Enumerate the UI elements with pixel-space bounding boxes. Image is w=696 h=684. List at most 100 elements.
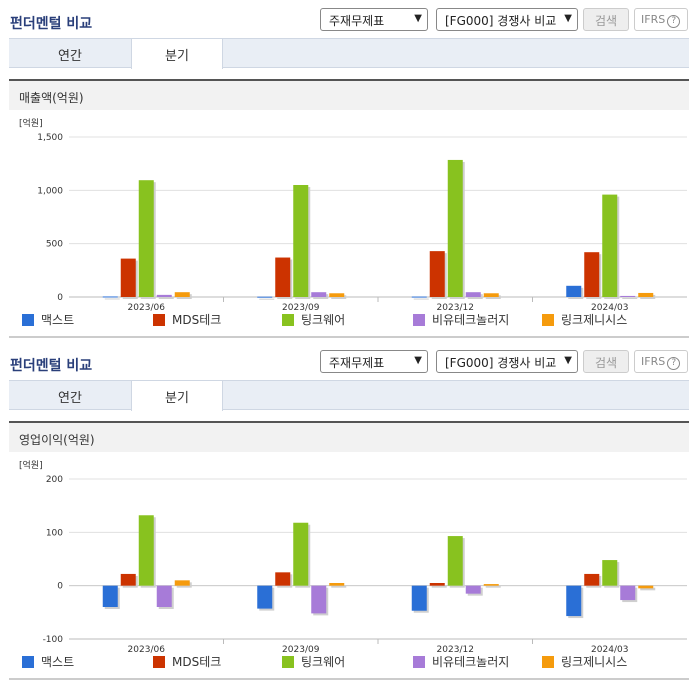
bar-thinkware bbox=[293, 185, 309, 297]
x-tick-label: 2023/09 bbox=[282, 303, 320, 313]
bar-link-genesis bbox=[329, 293, 345, 297]
bar-link-genesis bbox=[483, 584, 499, 586]
bar-mds-tech bbox=[584, 573, 600, 586]
chevron-down-icon: ▼ bbox=[414, 355, 422, 366]
bar-mds-tech bbox=[429, 583, 445, 586]
bar-shadow bbox=[158, 296, 174, 299]
revenue-chart: [억원] 0 500 1,000 1,500 2023/06 2023/09 2023/12 2… bbox=[19, 117, 687, 327]
bar-thinkware bbox=[447, 536, 463, 586]
metric-label: 매출액(억원) bbox=[9, 79, 689, 110]
x-tick-label: 2023/09 bbox=[282, 645, 320, 655]
peer-select-value: [FG000] 경쟁사 비교 bbox=[445, 356, 557, 370]
bar-maxst bbox=[566, 585, 582, 617]
legend-label-link-genesis: 링크제니시스 bbox=[561, 655, 627, 669]
bar-maxst bbox=[411, 296, 427, 298]
y-tick-label: 500 bbox=[46, 240, 63, 250]
legend-swatch-mds-tech bbox=[153, 314, 165, 326]
bar-shadow bbox=[485, 586, 501, 588]
legend-label-link-genesis: 링크제니시스 bbox=[561, 313, 627, 327]
bar-link-genesis bbox=[638, 292, 654, 297]
bar-link-genesis bbox=[174, 292, 190, 297]
statement-select-value: 주재무제표 bbox=[329, 356, 385, 370]
bar-viutech bbox=[156, 585, 172, 607]
bar-viutech bbox=[620, 295, 636, 297]
bar-shadow bbox=[259, 298, 275, 300]
chevron-down-icon: ▼ bbox=[414, 13, 422, 24]
legend-label-mds-tech: MDS테크 bbox=[172, 655, 221, 669]
legend-swatch-thinkware bbox=[282, 656, 294, 668]
bar-shadow bbox=[485, 295, 501, 299]
bar-viutech bbox=[156, 294, 172, 297]
legend-label-thinkware: 팅크웨어 bbox=[301, 313, 345, 327]
unit-label: [억원] bbox=[19, 459, 43, 471]
x-tick-label: 2023/06 bbox=[128, 645, 166, 655]
legend-label-maxst: 맥스트 bbox=[41, 655, 74, 669]
bar-shadow bbox=[104, 298, 120, 300]
section-header: 펀더멘털 비교 주재무제표 ▼ [FG000] 경쟁사 비교 ▼ 검색 IFRS… bbox=[0, 342, 696, 380]
ifrs-button[interactable]: IFRS? bbox=[634, 350, 688, 373]
bar-shadow bbox=[622, 297, 638, 299]
bar-thinkware bbox=[602, 194, 618, 297]
chevron-down-icon: ▼ bbox=[564, 13, 572, 24]
unit-label: [억원] bbox=[19, 117, 43, 129]
operating-profit-chart: [억원] -100 0 100 200 2023/06 2023/09 2023/12 2024… bbox=[19, 459, 687, 669]
bar-mds-tech bbox=[120, 573, 136, 586]
y-tick-label: 1,000 bbox=[37, 186, 63, 196]
tab-quarterly[interactable]: 분기 bbox=[131, 39, 223, 69]
bar-shadow bbox=[413, 298, 429, 300]
period-tabs: 연간 분기 bbox=[9, 38, 689, 69]
peer-select-value: [FG000] 경쟁사 비교 bbox=[445, 14, 557, 28]
bar-viutech bbox=[465, 292, 481, 297]
y-tick-label: 100 bbox=[46, 528, 63, 538]
section-title: 펀더멘털 비교 bbox=[10, 16, 93, 32]
search-button[interactable]: 검색 bbox=[583, 8, 629, 31]
bar-maxst bbox=[566, 285, 582, 297]
tab-quarterly[interactable]: 분기 bbox=[131, 381, 223, 411]
y-tick-label: 1,500 bbox=[37, 133, 63, 143]
bar-viutech bbox=[620, 585, 636, 601]
bar-thinkware bbox=[602, 560, 618, 586]
legend-label-maxst: 맥스트 bbox=[41, 313, 74, 327]
legend-swatch-viutech bbox=[413, 314, 425, 326]
x-tick-label: 2023/12 bbox=[437, 645, 474, 655]
peer-select[interactable]: [FG000] 경쟁사 비교 ▼ bbox=[436, 8, 578, 31]
y-tick-label: 0 bbox=[57, 293, 63, 303]
legend-swatch-link-genesis bbox=[542, 314, 554, 326]
peer-select[interactable]: [FG000] 경쟁사 비교 ▼ bbox=[436, 350, 578, 373]
chevron-down-icon: ▼ bbox=[564, 355, 572, 366]
x-tick-label: 2023/12 bbox=[437, 303, 474, 313]
search-button[interactable]: 검색 bbox=[583, 350, 629, 373]
bar-mds-tech bbox=[120, 258, 136, 297]
ifrs-button[interactable]: IFRS? bbox=[634, 8, 688, 31]
legend-swatch-link-genesis bbox=[542, 656, 554, 668]
bar-thinkware bbox=[138, 515, 154, 586]
legend-swatch-thinkware bbox=[282, 314, 294, 326]
legend-label-viutech: 비유테크놀러지 bbox=[432, 313, 509, 327]
y-tick-label: -100 bbox=[43, 635, 64, 645]
legend-label-thinkware: 팅크웨어 bbox=[301, 655, 345, 669]
bar-shadow bbox=[640, 587, 656, 591]
statement-select[interactable]: 주재무제표 ▼ bbox=[320, 350, 428, 373]
bar-shadow bbox=[431, 585, 447, 588]
tab-annual[interactable]: 연간 bbox=[58, 49, 82, 64]
ifrs-label: IFRS bbox=[641, 355, 666, 368]
ifrs-label: IFRS bbox=[641, 13, 666, 26]
divider bbox=[9, 678, 689, 680]
bar-shadow bbox=[331, 295, 347, 299]
bar-maxst bbox=[102, 296, 118, 298]
legend-swatch-viutech bbox=[413, 656, 425, 668]
fundamental-section-1: 펀더멘털 비교 주재무제표 ▼ [FG000] 경쟁사 비교 ▼ 검색 IFRS… bbox=[0, 0, 696, 327]
legend-swatch-maxst bbox=[22, 656, 34, 668]
statement-select[interactable]: 주재무제표 ▼ bbox=[320, 8, 428, 31]
bar-link-genesis bbox=[174, 580, 190, 586]
bar-link-genesis bbox=[638, 585, 654, 589]
bar-viutech bbox=[465, 585, 481, 594]
bar-thinkware bbox=[447, 159, 463, 297]
divider bbox=[9, 336, 689, 338]
y-tick-label: 0 bbox=[57, 582, 63, 592]
period-tabs: 연간 분기 bbox=[9, 380, 689, 411]
help-icon: ? bbox=[667, 15, 681, 28]
bar-maxst bbox=[102, 585, 118, 607]
metric-label: 영업이익(억원) bbox=[9, 421, 689, 452]
tab-annual[interactable]: 연간 bbox=[58, 391, 82, 406]
